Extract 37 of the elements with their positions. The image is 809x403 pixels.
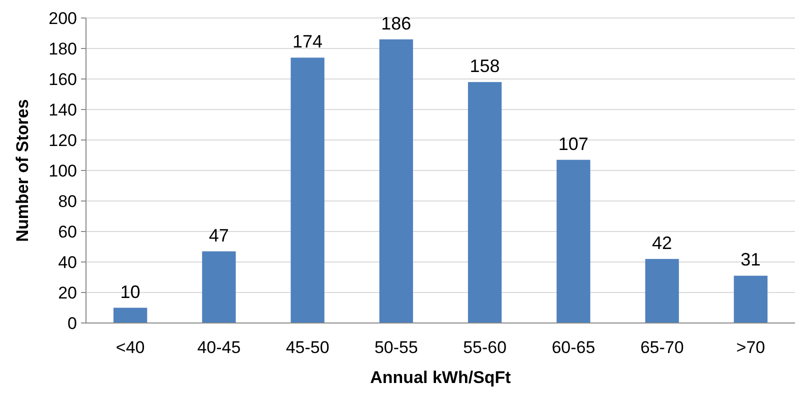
x-tick-label: <40 [116,338,145,357]
data-label: 47 [208,225,229,246]
bar [645,258,679,323]
data-label: 107 [558,134,588,154]
bar [379,39,414,323]
x-tick-label: 45-50 [286,338,330,357]
bar [468,82,502,323]
x-tick-label: 60-65 [552,338,596,357]
bar [734,276,768,323]
bar [556,160,590,323]
y-tick-label: 160 [48,70,77,89]
y-tick-label: 120 [48,130,77,150]
bar [202,251,236,323]
y-tick-label: 0 [68,314,77,333]
data-label: 42 [652,232,672,253]
y-tick-label: 80 [58,192,77,211]
data-label: 10 [120,282,140,302]
data-label: 158 [470,56,500,76]
bar [113,308,148,323]
x-axis-title: Annual kWh/SqFt [370,368,512,387]
x-tick-label: 65-70 [640,338,684,357]
y-tick-label: 200 [48,8,77,28]
x-tick-label: 40-45 [197,338,241,357]
y-tick-label: 20 [58,283,77,302]
data-label: 186 [381,13,412,34]
y-tick-label: 180 [48,39,77,58]
x-tick-label: 55-60 [463,338,507,357]
y-tick-label: 140 [48,100,77,120]
y-tick-label: 100 [48,161,77,180]
y-tick-label: 40 [58,252,77,272]
bar [290,58,324,323]
x-tick-label: >70 [736,338,766,357]
y-tick-label: 60 [58,222,77,242]
data-label: 174 [292,32,323,52]
y-axis-title: Number of Stores [13,99,32,242]
data-label: 31 [740,250,761,270]
x-tick-label: 50-55 [374,338,418,357]
